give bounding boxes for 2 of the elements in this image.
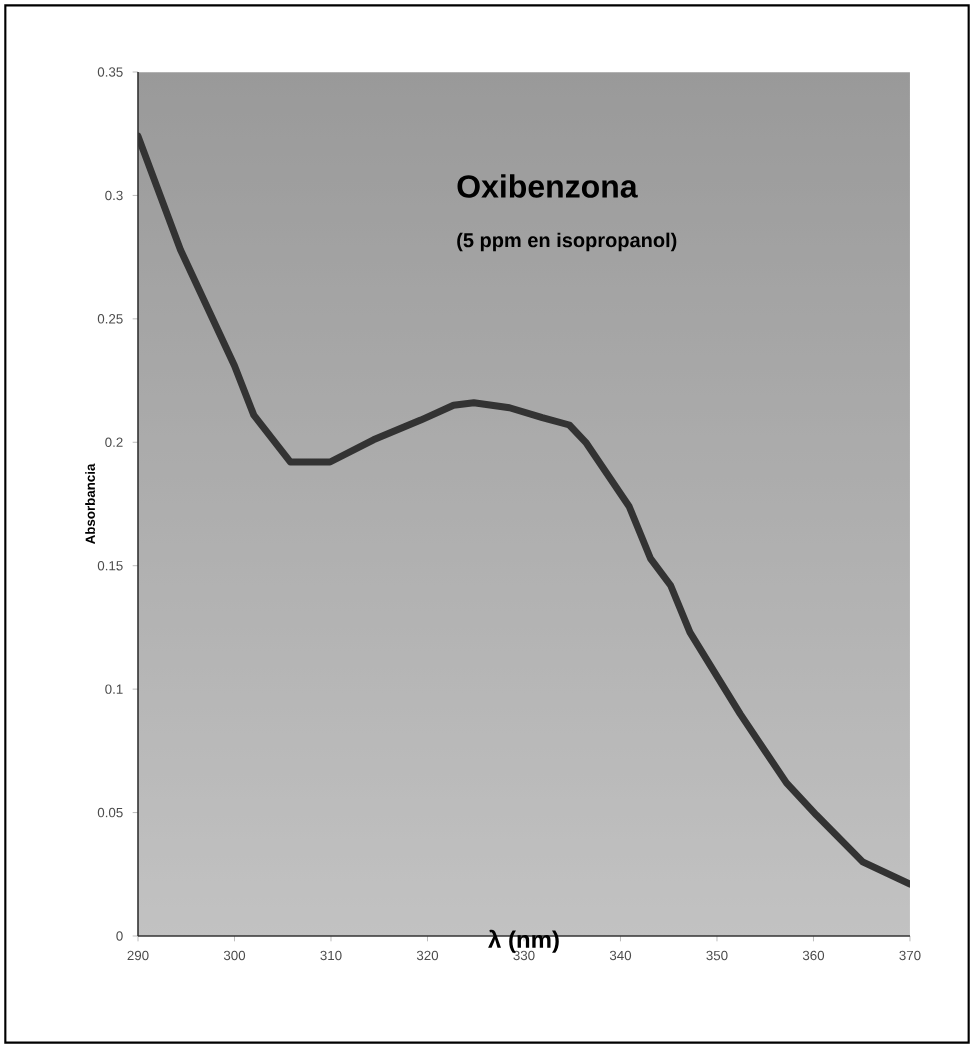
- text: (5 ppm en isopropanol): [457, 232, 677, 252]
- text: Oxibenzona: [457, 174, 638, 198]
